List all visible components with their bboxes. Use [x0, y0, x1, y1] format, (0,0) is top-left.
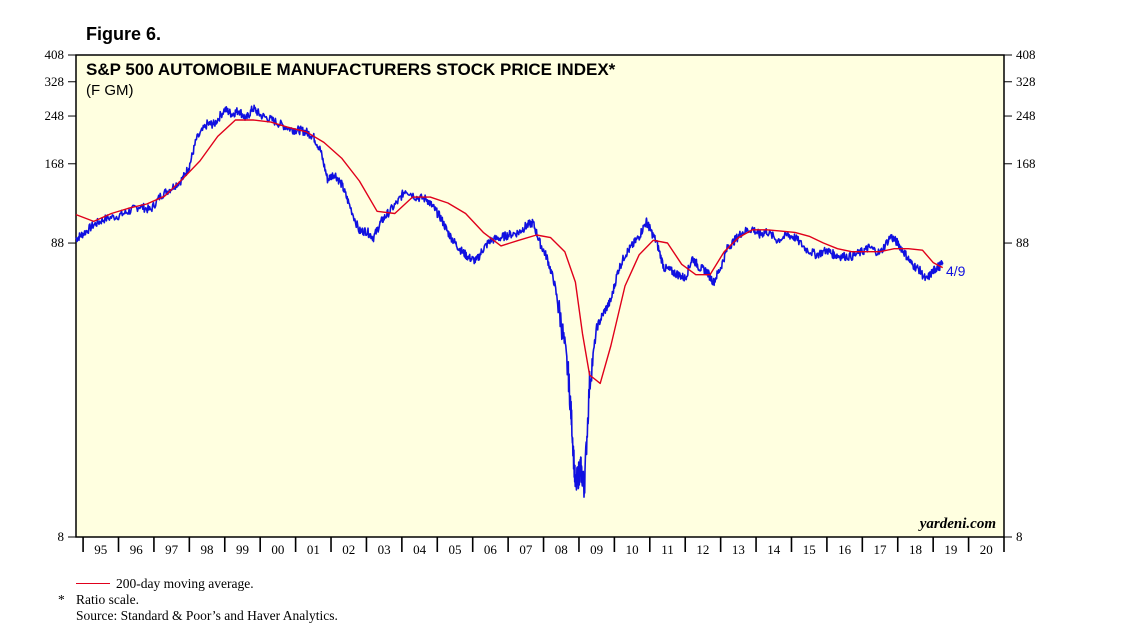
chart-title: S&P 500 AUTOMOBILE MANUFACTURERS STOCK P… — [86, 60, 616, 79]
y-tick-label-right: 328 — [1016, 74, 1036, 89]
y-tick-label-right: 248 — [1016, 108, 1036, 123]
x-tick-label: 03 — [378, 542, 391, 557]
y-tick-label-left: 408 — [45, 47, 65, 62]
figure-label: Figure 6. — [86, 24, 162, 44]
series-line-auto-index — [75, 104, 944, 498]
x-tick-label: 01 — [307, 542, 320, 557]
end-date-label: 4/9 — [946, 263, 966, 279]
x-tick-label: 06 — [484, 542, 498, 557]
x-tick-label: 11 — [661, 542, 674, 557]
legend-swatch-moving-average — [76, 583, 110, 584]
x-tick-label: 17 — [874, 542, 888, 557]
x-tick-label: 18 — [909, 542, 922, 557]
x-tick-label: 05 — [448, 542, 461, 557]
y-tick-label-right: 88 — [1016, 235, 1029, 250]
x-tick-label: 20 — [980, 542, 993, 557]
x-tick-label: 04 — [413, 542, 427, 557]
legend-label-moving-average: 200-day moving average. — [116, 576, 254, 591]
y-tick-label-left: 248 — [45, 108, 65, 123]
series-layer — [75, 104, 944, 498]
plot-area — [75, 54, 1005, 538]
x-tick-label: 12 — [696, 542, 709, 557]
x-tick-label: 96 — [130, 542, 144, 557]
note-ratio-scale: Ratio scale. — [76, 592, 139, 607]
chart-subtitle: (F GM) — [86, 82, 133, 99]
x-tick-label: 99 — [236, 542, 249, 557]
y-tick-label-left: 168 — [45, 156, 65, 171]
x-tick-label: 19 — [944, 542, 957, 557]
note-source: Source: Standard & Poor’s and Haver Anal… — [76, 608, 338, 623]
y-tick-label-left: 8 — [58, 529, 65, 544]
y-tick-label-right: 8 — [1016, 529, 1023, 544]
series-line-moving-average — [75, 119, 944, 385]
watermark: yardeni.com — [918, 516, 996, 532]
y-tick-label-left: 328 — [45, 74, 65, 89]
x-tick-label: 15 — [803, 542, 816, 557]
x-tick-label: 00 — [271, 542, 284, 557]
x-tick-label: 07 — [519, 542, 533, 557]
x-tick-label: 08 — [555, 542, 568, 557]
x-tick-label: 14 — [767, 542, 781, 557]
note-star: * — [58, 592, 65, 607]
x-tick-label: 13 — [732, 542, 745, 557]
x-axis: 95 96 97 98 99 00 01 02 03 04 05 06 07 08 09 10 11 12 13 14… — [82, 537, 1005, 557]
x-tick-label: 98 — [201, 542, 214, 557]
x-tick-label: 95 — [94, 542, 107, 557]
y-tick-label-right: 408 — [1016, 47, 1036, 62]
x-tick-label: 02 — [342, 542, 355, 557]
x-tick-label: 10 — [626, 542, 639, 557]
x-tick-label: 09 — [590, 542, 603, 557]
x-tick-label: 16 — [838, 542, 852, 557]
y-tick-label-left: 88 — [51, 235, 64, 250]
y-tick-label-right: 168 — [1016, 156, 1036, 171]
x-tick-label: 97 — [165, 542, 179, 557]
